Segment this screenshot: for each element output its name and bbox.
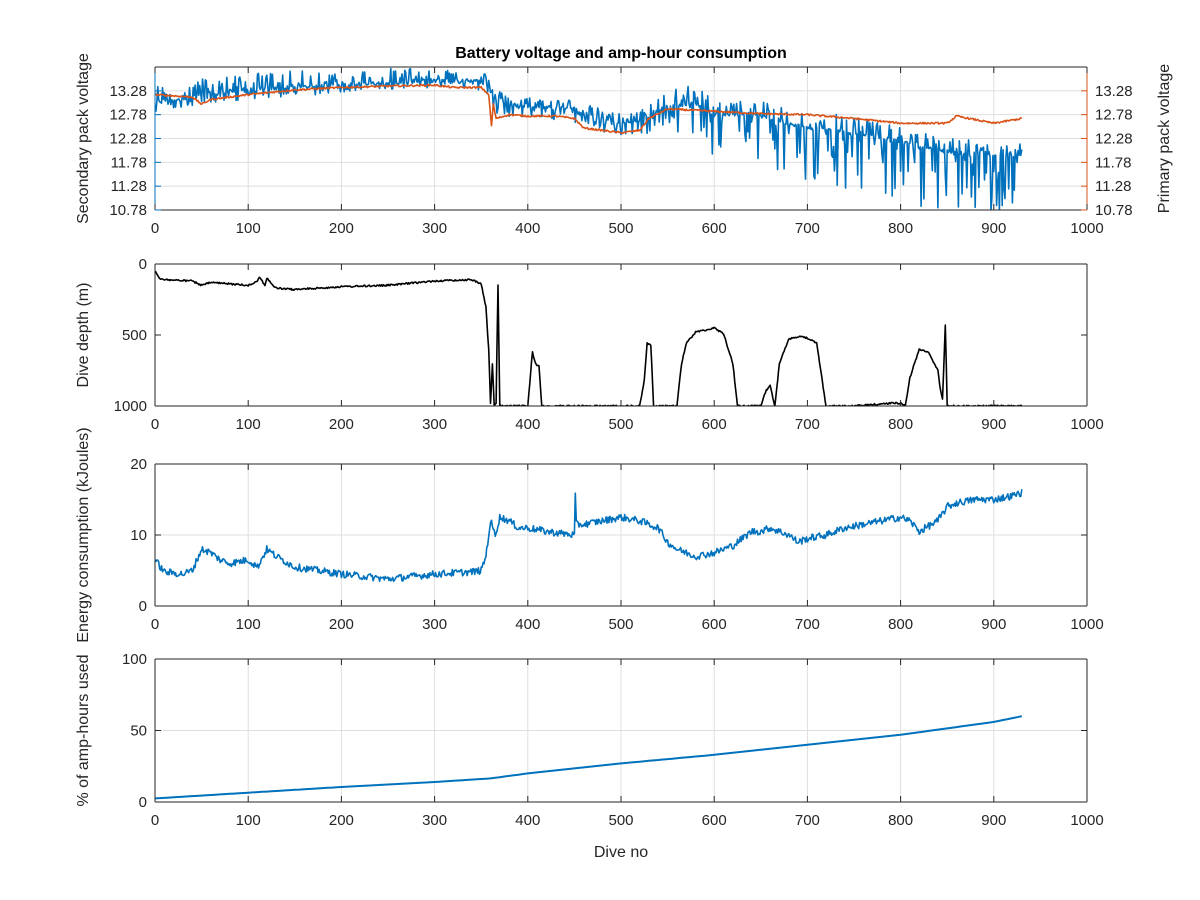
subplot-2: 0 100 200 300 400 500 600 700 800 900 100005001000… xyxy=(75,256,1104,433)
y-tick-label: 100 xyxy=(122,651,147,668)
subplot-1: 0 100 200 300 400 500 600 700 800 900 100010.7811.… xyxy=(75,45,1173,237)
y-tick-label: 12.78 xyxy=(109,107,147,124)
x-tick-label: 0 xyxy=(151,812,159,829)
y-tick-label: 10 xyxy=(130,527,147,544)
x-tick-label: 1000 xyxy=(1070,220,1103,237)
x-tick-label: 300 xyxy=(422,812,447,829)
x-tick-label: 600 xyxy=(702,616,727,633)
x-tick-label: 500 xyxy=(608,812,633,829)
x-tick-label: 900 xyxy=(981,220,1006,237)
y-tick-label-right: 11.28 xyxy=(1095,178,1131,195)
x-tick-label: 200 xyxy=(329,220,354,237)
y-tick-label: 10.78 xyxy=(109,202,147,219)
subplot-3: 0 100 200 300 400 500 600 700 800 900 1000 0 10 20 Ene… xyxy=(75,427,1104,642)
x-tick-label: 1000 xyxy=(1070,616,1103,633)
x-tick-label: 400 xyxy=(515,416,540,433)
x-tick-label: 100 xyxy=(236,220,261,237)
x-tick-label: 500 xyxy=(608,616,633,633)
x-tick-label: 800 xyxy=(888,812,913,829)
y-axis-label: Dive depth (m) xyxy=(75,283,92,388)
series-line-4-1 xyxy=(155,715,1023,800)
subplot-4: 0 100 200 300 400 500 600 700 800 900 1000 0 50 100 % … xyxy=(75,651,1104,861)
x-tick-label: 100 xyxy=(236,616,261,633)
y-tick-label-right: 12.78 xyxy=(1095,107,1133,124)
x-tick-label: 200 xyxy=(329,416,354,433)
y-tick-label: 500 xyxy=(122,327,147,344)
y-tick-label: 50 xyxy=(130,723,147,740)
x-tick-label: 300 xyxy=(422,416,447,433)
x-tick-label: 100 xyxy=(236,416,261,433)
y-tick-label: 0 xyxy=(139,256,147,273)
y-tick-label: 13.28 xyxy=(109,83,147,100)
x-tick-label: 700 xyxy=(795,812,820,829)
y-tick-label: 0 xyxy=(139,598,147,615)
y-tick-label-right: 11.78 xyxy=(1095,154,1131,171)
y-tick-label: 12.28 xyxy=(109,131,147,148)
y-tick-label: 11.78 xyxy=(111,154,147,171)
x-tick-label: 200 xyxy=(329,812,354,829)
x-tick-label: 0 xyxy=(151,616,159,633)
x-tick-label: 900 xyxy=(981,812,1006,829)
x-tick-label: 1000 xyxy=(1070,812,1103,829)
x-tick-label: 0 xyxy=(151,416,159,433)
x-tick-label: 0 xyxy=(151,220,159,237)
x-axis-label: Dive no xyxy=(594,844,648,861)
x-tick-label: 700 xyxy=(795,616,820,633)
x-tick-label: 800 xyxy=(888,616,913,633)
x-tick-label: 900 xyxy=(981,416,1006,433)
x-tick-label: 600 xyxy=(702,416,727,433)
x-tick-label: 100 xyxy=(236,812,261,829)
x-tick-label: 400 xyxy=(515,812,540,829)
x-tick-label: 900 xyxy=(981,616,1006,633)
y-axis-label-right: Primary pack voltage xyxy=(1156,64,1173,213)
series-line-3-1 xyxy=(155,489,1023,582)
x-tick-label: 700 xyxy=(795,416,820,433)
y-tick-label-right: 10.78 xyxy=(1095,202,1133,219)
x-tick-label: 500 xyxy=(608,220,633,237)
y-axis-label: Secondary pack voltage xyxy=(75,53,92,224)
x-tick-label: 400 xyxy=(515,616,540,633)
x-tick-label: 700 xyxy=(795,220,820,237)
y-axis-label: % of amp-hours used xyxy=(75,654,92,806)
x-tick-label: 300 xyxy=(422,220,447,237)
x-tick-label: 1000 xyxy=(1070,416,1103,433)
y-tick-label: 0 xyxy=(139,794,147,811)
x-tick-label: 800 xyxy=(888,416,913,433)
x-tick-label: 600 xyxy=(702,220,727,237)
x-tick-label: 400 xyxy=(515,220,540,237)
series-line-1-1 xyxy=(155,67,1023,210)
x-tick-label: 200 xyxy=(329,616,354,633)
x-tick-label: 300 xyxy=(422,616,447,633)
chart-title: Battery voltage and amp-hour consumption xyxy=(455,45,787,62)
y-tick-label: 11.28 xyxy=(111,178,147,195)
y-axis-label: Energy consumption (kJoules) xyxy=(75,427,92,642)
x-tick-label: 800 xyxy=(888,220,913,237)
y-tick-label-right: 12.28 xyxy=(1095,131,1133,148)
y-tick-label: 20 xyxy=(130,456,147,473)
series-line-1-2 xyxy=(155,83,1023,135)
x-tick-label: 600 xyxy=(702,812,727,829)
y-tick-label: 1000 xyxy=(114,398,147,415)
y-tick-label-right: 13.28 xyxy=(1095,83,1133,100)
x-tick-label: 500 xyxy=(608,416,633,433)
